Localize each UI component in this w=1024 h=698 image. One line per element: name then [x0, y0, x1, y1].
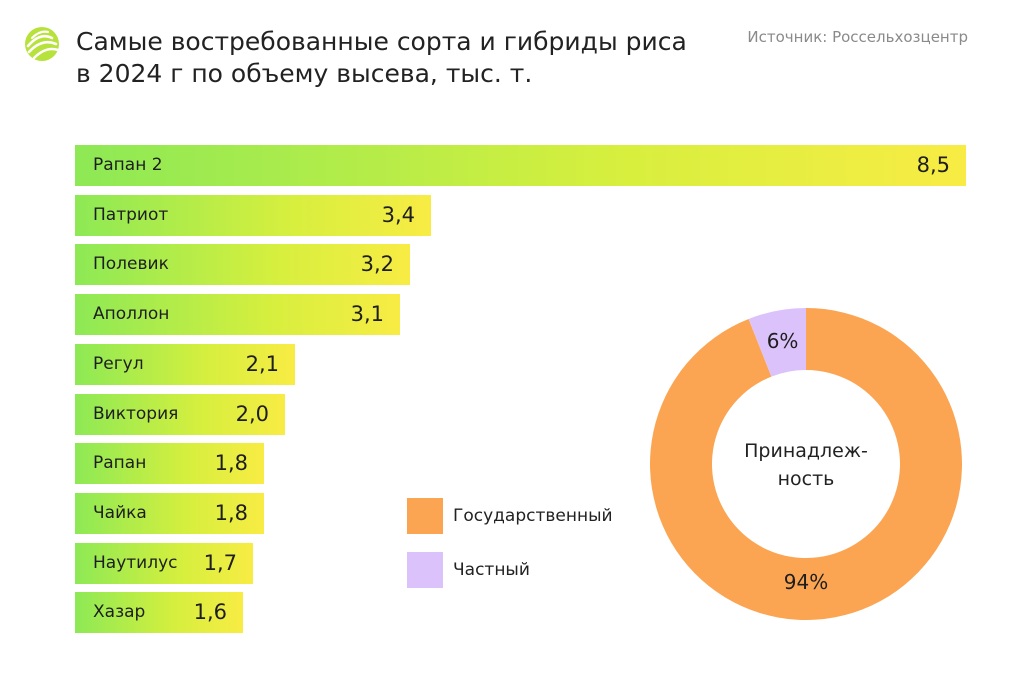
- bar-value-label: 3,1: [350, 302, 384, 327]
- legend-label-private: Частный: [453, 560, 530, 580]
- legend-label-state: Государственный: [453, 506, 613, 526]
- bar-category-label: Наутилус: [93, 552, 178, 573]
- bar-category-label: Регул: [93, 353, 144, 374]
- bar-3: Полевик 3,2: [75, 244, 410, 286]
- donut-slice-state: [650, 308, 962, 620]
- bar-value-label: 3,4: [381, 202, 415, 227]
- center-label-line-1: Принадлеж-: [744, 440, 868, 462]
- bar-category-label: Чайка: [93, 502, 147, 523]
- bar-value-label: 1,8: [214, 451, 248, 476]
- donut-slice-label: 94%: [784, 570, 828, 594]
- bar-10: Хазар 1,6: [75, 592, 243, 634]
- title-line-2: в 2024 г по объему высева, тыс. т.: [76, 59, 533, 88]
- bar-value-label: 2,0: [235, 401, 269, 426]
- ownership-donut-chart: 94% 6%: [650, 308, 962, 620]
- legend-swatch-state: [407, 498, 443, 534]
- title-line-1: Самые востребованные сорта и гибриды рис…: [76, 27, 687, 56]
- bar-value-label: 2,1: [245, 351, 279, 376]
- rice-logo-icon: [25, 27, 60, 61]
- bar-category-label: Аполлон: [93, 304, 170, 325]
- donut-center-label: Принадлеж- ность: [710, 437, 902, 493]
- donut-slice-label: 6%: [767, 329, 799, 353]
- bar-category-label: Хазар: [93, 602, 146, 623]
- bar-5: Регул 2,1: [75, 343, 295, 385]
- bar-7: Рапан 1,8: [75, 443, 264, 485]
- bar-value-label: 1,7: [203, 550, 237, 575]
- bar-category-label: Виктория: [93, 403, 179, 424]
- bar-6: Виктория 2,0: [75, 393, 285, 435]
- source-note: Источник: Россельхозцентр: [747, 28, 968, 46]
- bar-value-label: 8,5: [916, 153, 950, 177]
- bar-9: Наутилус 1,7: [75, 542, 253, 584]
- bar-category-label: Рапан: [93, 453, 147, 474]
- bar-category-label: Патриот: [93, 204, 169, 225]
- legend-swatch-private: [407, 552, 443, 588]
- bar-4: Аполлон 3,1: [75, 294, 400, 336]
- bar-2: Патриот 3,4: [75, 194, 431, 236]
- bar-value-label: 1,6: [193, 600, 227, 625]
- donut-slice-private: [748, 308, 806, 377]
- bar-1: Рапан 2 8,5: [75, 145, 966, 186]
- bar-category-label: Рапан 2: [93, 155, 163, 175]
- bar-category-label: Полевик: [93, 254, 169, 275]
- center-label-line-2: ность: [777, 468, 835, 490]
- chart-title: Самые востребованные сорта и гибриды рис…: [76, 26, 696, 90]
- bar-8: Чайка 1,8: [75, 492, 264, 534]
- bar-value-label: 3,2: [360, 252, 394, 277]
- bar-value-label: 1,8: [214, 500, 248, 525]
